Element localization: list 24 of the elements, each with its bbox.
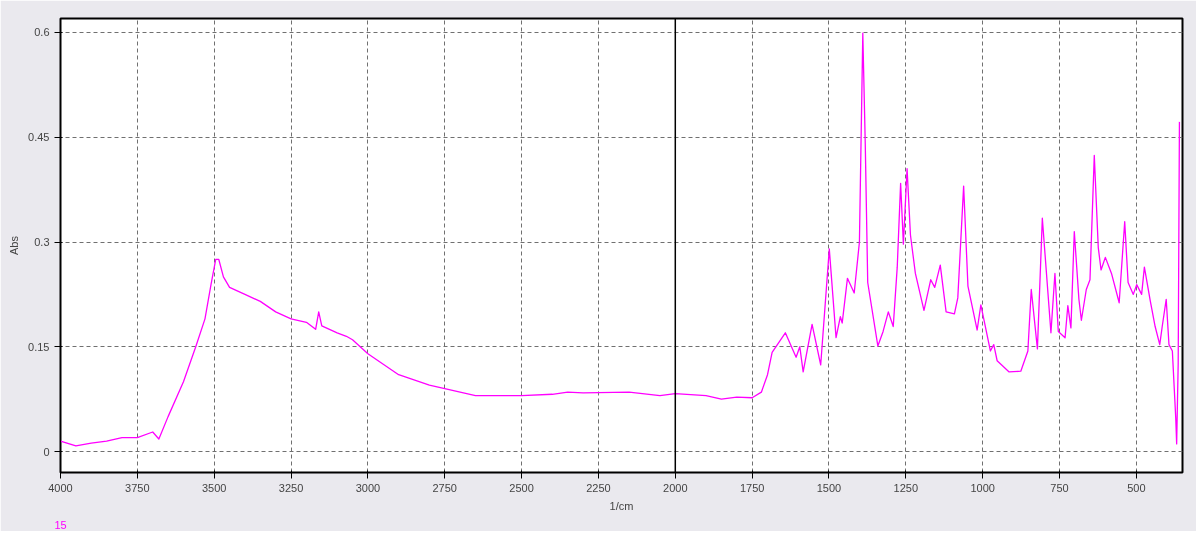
x-axis-title: 1/cm	[609, 499, 634, 512]
text: 15	[54, 518, 67, 531]
x-tick-label: 1250	[893, 481, 919, 494]
x-tick-label: 3250	[278, 481, 304, 494]
x-tick-label: 1000	[970, 481, 995, 494]
x-tick-label: 3500	[201, 481, 227, 494]
x-tick-label: 2250	[586, 481, 611, 494]
x-tick-label: 500	[1127, 481, 1146, 494]
y-tick-label: 0.3	[34, 236, 50, 249]
y-tick-label: 0.45	[28, 131, 50, 144]
y-tick-label: 0	[43, 445, 50, 458]
x-tick-label: 3750	[125, 481, 150, 494]
x-tick-label: 1750	[739, 481, 765, 494]
x-tick-label: 3000	[355, 481, 381, 494]
x-tick-label: 750	[1050, 481, 1069, 494]
line-series	[60, 32, 1181, 447]
y-tick-label: 0.15	[28, 340, 50, 353]
x-tick-label: 2500	[509, 481, 534, 494]
x-tick-label: 1500	[816, 481, 842, 494]
x-tick-label: 4000	[48, 481, 73, 494]
y-axis-title: Abs	[8, 235, 21, 255]
x-tick-label: 2000	[663, 481, 688, 494]
x-tick-label: 2750	[432, 481, 457, 494]
y-tick-label: 0.6	[34, 26, 50, 39]
